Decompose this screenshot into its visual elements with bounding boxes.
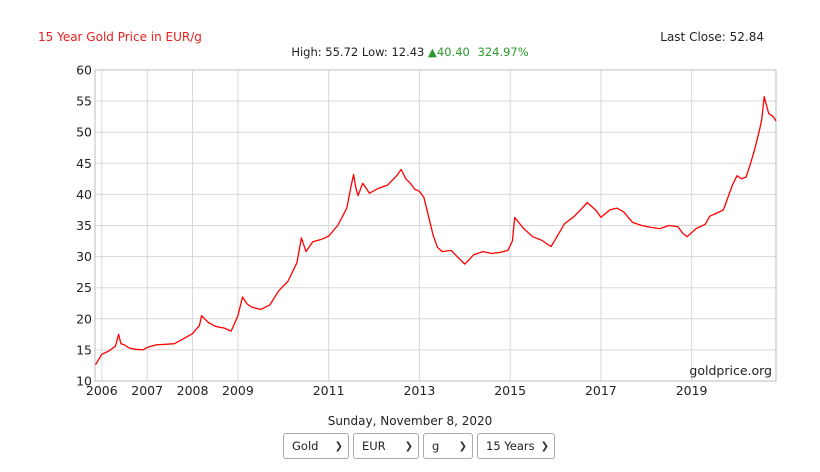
y-tick-label: 10 [76, 374, 92, 389]
chevron-down-icon: ❯ [404, 440, 413, 452]
low-value: 12.43 [391, 45, 425, 59]
currency-select[interactable]: EUR ❯ [353, 433, 419, 459]
chevron-down-icon: ❯ [540, 440, 549, 452]
y-tick-label: 30 [76, 249, 92, 264]
chevron-down-icon: ❯ [334, 440, 343, 452]
x-tick-label: 2008 [177, 383, 209, 398]
last-close-label: Last Close: [660, 30, 726, 44]
plot-frame [94, 69, 777, 382]
x-axis-ticks: 2006 2007 2008 2009 2011 2013 2015 2017 2019 [86, 383, 708, 398]
y-tick-label: 50 [76, 125, 92, 140]
x-tick-label: 2013 [403, 383, 435, 398]
y-tick-label: 20 [76, 311, 92, 326]
y-tick-label: 55 [76, 94, 92, 109]
y-tick-label: 45 [76, 156, 92, 171]
change-value: 40.40 [436, 45, 470, 59]
change-up-arrow-icon: ▲ [428, 45, 437, 59]
x-tick-label: 2017 [585, 383, 617, 398]
timeframe-select[interactable]: 15 Years ❯ [477, 433, 555, 459]
chevron-down-icon: ❯ [458, 440, 467, 452]
y-tick-label: 40 [76, 187, 92, 202]
y-tick-label: 60 [76, 63, 92, 78]
price-series-line [94, 96, 777, 366]
last-close: Last Close: 52.84 [660, 30, 764, 44]
change-percent: 324.97% [477, 45, 529, 59]
last-close-value: 52.84 [729, 30, 764, 44]
metal-select-value: Gold [292, 439, 319, 453]
chart-title: 15 Year Gold Price in EUR/g [38, 30, 202, 44]
price-stats: High: 55.72 Low: 12.43 ▲40.40 324.97% [0, 45, 820, 59]
y-tick-label: 25 [76, 280, 92, 295]
metal-select[interactable]: Gold ❯ [283, 433, 349, 459]
currency-select-value: EUR [362, 439, 386, 453]
x-tick-label: 2019 [676, 383, 708, 398]
low-label: Low: [361, 45, 388, 59]
y-tick-label: 35 [76, 218, 92, 233]
chart-controls: Gold ❯ EUR ❯ g ❯ 15 Years ❯ [283, 433, 555, 459]
date-label: Sunday, November 8, 2020 [327, 414, 493, 428]
x-tick-label: 2009 [222, 383, 254, 398]
watermark: goldprice.org [689, 363, 772, 378]
high-value: 55.72 [325, 45, 359, 59]
x-tick-label: 2011 [313, 383, 345, 398]
x-tick-label: 2007 [131, 383, 163, 398]
y-axis-ticks: 10 15 20 25 30 35 40 45 50 55 60 [76, 63, 92, 389]
timeframe-select-value: 15 Years [486, 439, 535, 453]
y-tick-label: 15 [76, 342, 92, 357]
x-tick-label: 2015 [494, 383, 526, 398]
unit-select-value: g [432, 439, 440, 453]
unit-select[interactable]: g ❯ [423, 433, 473, 459]
x-tick-label: 2006 [86, 383, 118, 398]
high-label: High: [291, 45, 322, 59]
